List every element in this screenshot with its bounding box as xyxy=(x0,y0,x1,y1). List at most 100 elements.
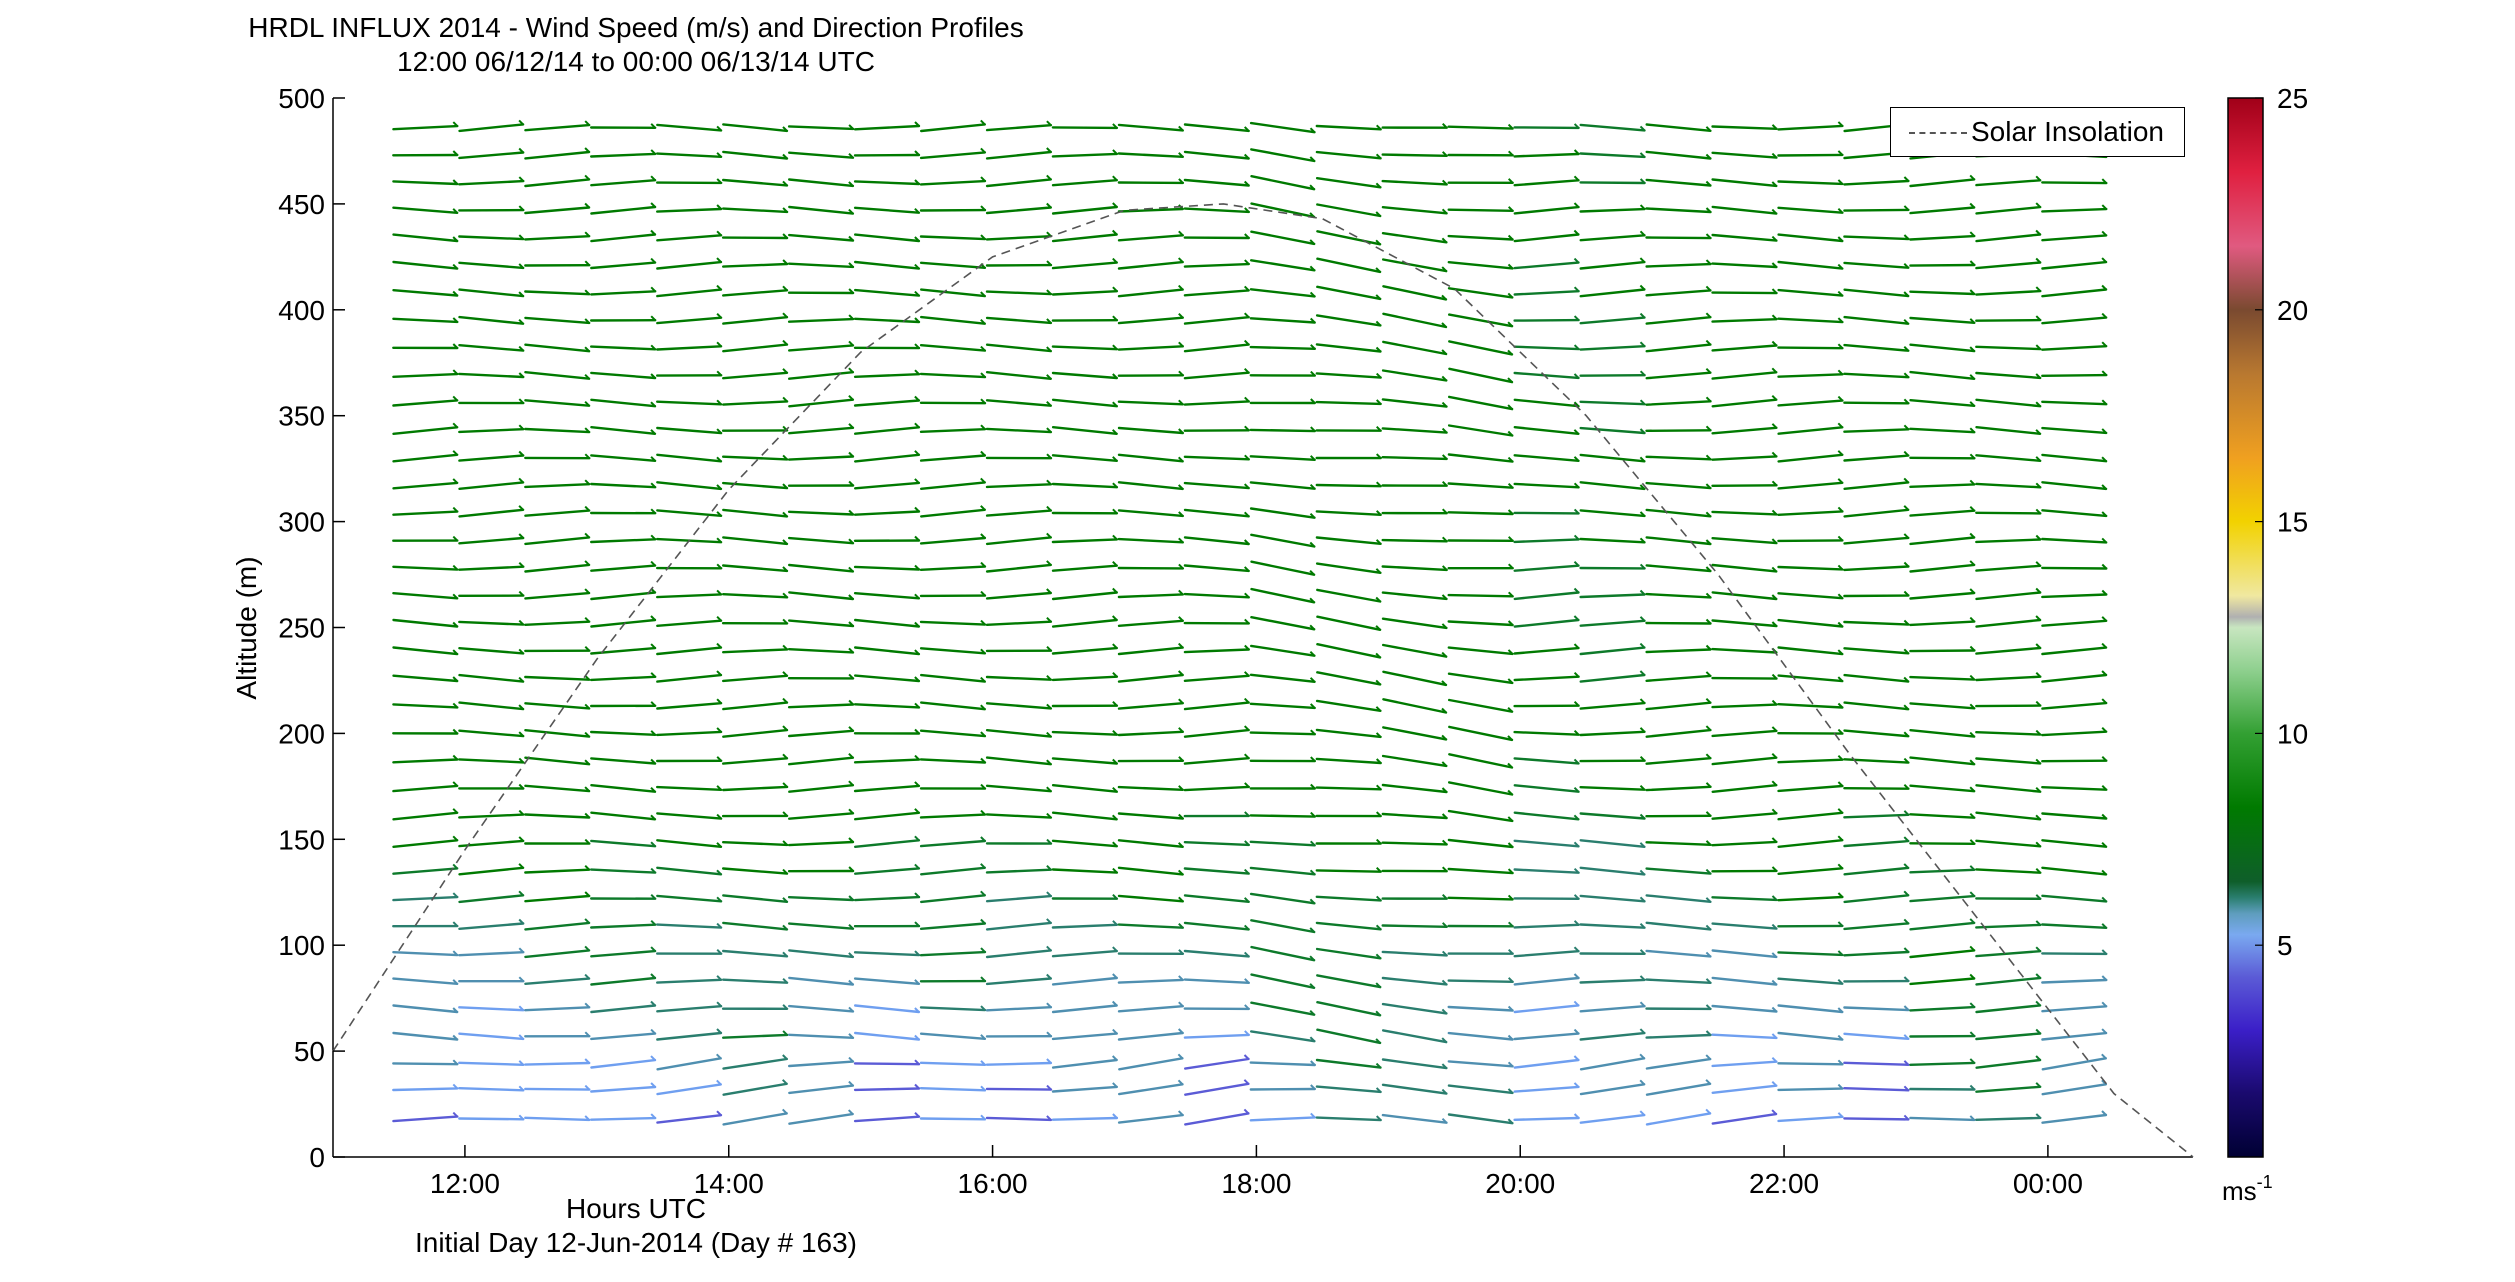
wind-barb xyxy=(1645,508,1712,518)
wind-barb-flag xyxy=(584,560,590,566)
wind-barb-flag xyxy=(1639,1110,1646,1116)
wind-barb-flag xyxy=(1441,787,1448,793)
wind-barb-flag xyxy=(1375,267,1381,273)
wind-barb xyxy=(1711,591,1778,601)
wind-barb xyxy=(524,1116,591,1122)
wind-barb xyxy=(1513,618,1580,628)
wind-barb xyxy=(854,618,921,628)
wind-barb-flag xyxy=(1309,955,1315,961)
wind-barb xyxy=(985,813,1053,819)
wind-barb xyxy=(392,951,459,957)
wind-barb-flag xyxy=(650,786,656,793)
wind-barb-flag xyxy=(518,863,524,869)
wind-barb xyxy=(2041,509,2108,518)
wind-barb-flag xyxy=(1705,425,1712,432)
wind-barb xyxy=(722,701,789,711)
wind-barb-flag xyxy=(1507,735,1513,741)
wind-barb-flag xyxy=(848,673,854,680)
wind-barb-flag xyxy=(1573,894,1580,900)
wind-barb-flag xyxy=(1705,1004,1712,1010)
wind-barb-flag xyxy=(2101,399,2108,405)
wind-barb-flag xyxy=(1969,202,1975,209)
y-tick-label: 450 xyxy=(278,189,325,220)
wind-barb xyxy=(1117,866,1184,876)
wind-barb-flag xyxy=(1639,975,1646,981)
wind-barb-flag xyxy=(1639,1028,1646,1034)
wind-barb xyxy=(1315,947,1382,960)
wind-barb xyxy=(1645,400,1712,406)
wind-barb-flag xyxy=(1771,673,1778,680)
wind-barb xyxy=(458,288,525,298)
wind-barb-flag xyxy=(1705,1108,1711,1115)
wind-barb xyxy=(1843,729,1910,738)
wind-barb-flag xyxy=(1112,1082,1118,1088)
wind-barb-flag xyxy=(1441,707,1447,714)
wind-barb xyxy=(1843,261,1910,269)
wind-barb xyxy=(1711,233,1778,242)
wind-barb xyxy=(1051,646,1119,655)
wind-barb-flag xyxy=(1309,650,1316,657)
wind-barb-flag xyxy=(914,263,920,270)
wind-barb xyxy=(1777,1031,1844,1041)
wind-barb-flag xyxy=(1507,150,1514,157)
wind-barb-flag xyxy=(584,891,590,897)
wind-barb xyxy=(985,756,1053,766)
wind-barb-flag xyxy=(782,924,788,931)
wind-barb xyxy=(1051,976,1119,986)
wind-barb xyxy=(985,343,1053,353)
wind-barb-flag xyxy=(914,979,920,985)
wind-barb-flag xyxy=(1178,698,1184,704)
wind-barb-flag xyxy=(650,758,656,765)
wind-barb-flag xyxy=(1046,973,1052,980)
wind-barb-flag xyxy=(1309,265,1316,272)
wind-barb-flag xyxy=(980,398,986,404)
wind-barb xyxy=(1975,1004,2042,1014)
wind-barb xyxy=(590,454,657,462)
wind-barb-flag xyxy=(914,676,920,682)
wind-barb-flag xyxy=(2101,642,2107,649)
wind-barb xyxy=(1975,205,2042,215)
wind-barb-flag xyxy=(1046,374,1052,380)
wind-barb xyxy=(853,317,921,324)
wind-barb xyxy=(1183,894,1250,903)
wind-barb xyxy=(458,894,525,904)
wind-barb-flag xyxy=(1771,895,1778,901)
wind-barb xyxy=(656,619,723,627)
wind-barb-flag xyxy=(1969,1002,1976,1008)
wind-barb xyxy=(1315,757,1382,765)
wind-barb xyxy=(854,453,921,463)
wind-barb-flag xyxy=(782,285,788,292)
wind-barb xyxy=(1051,205,1119,215)
wind-barb xyxy=(590,646,657,655)
wind-barb xyxy=(458,261,525,270)
wind-barb xyxy=(1184,1082,1250,1096)
wind-barb-flag xyxy=(452,369,459,375)
wind-barb-flag xyxy=(2101,428,2107,434)
wind-barb xyxy=(1975,261,2042,270)
wind-barb xyxy=(1250,560,1316,576)
wind-barb xyxy=(722,841,789,847)
wind-barb-flag xyxy=(1178,511,1184,517)
wind-barb xyxy=(1315,1058,1382,1069)
wind-barb xyxy=(1381,924,1448,928)
wind-barb xyxy=(2041,894,2108,903)
wind-barb-flag xyxy=(1573,643,1580,649)
wind-barb xyxy=(919,922,987,930)
wind-barb-flag xyxy=(1375,453,1382,459)
wind-barb-flag xyxy=(1310,729,1316,735)
wind-barb xyxy=(722,894,789,903)
wind-barb xyxy=(1579,701,1646,710)
wind-barb-flag xyxy=(716,698,722,704)
wind-barb xyxy=(1645,262,1712,268)
wind-barb xyxy=(656,923,723,929)
wind-barb-flag xyxy=(518,147,524,154)
wind-barb-flag xyxy=(1573,671,1580,678)
wind-barb-flag xyxy=(1837,535,1844,542)
wind-barb xyxy=(1117,123,1185,132)
wind-barb xyxy=(722,508,789,518)
wind-barb-flag xyxy=(1903,450,1910,457)
wind-barb xyxy=(1183,648,1251,654)
wind-barb-flag xyxy=(716,896,722,903)
wind-barb xyxy=(1711,318,1778,323)
wind-barb xyxy=(1645,921,1712,931)
